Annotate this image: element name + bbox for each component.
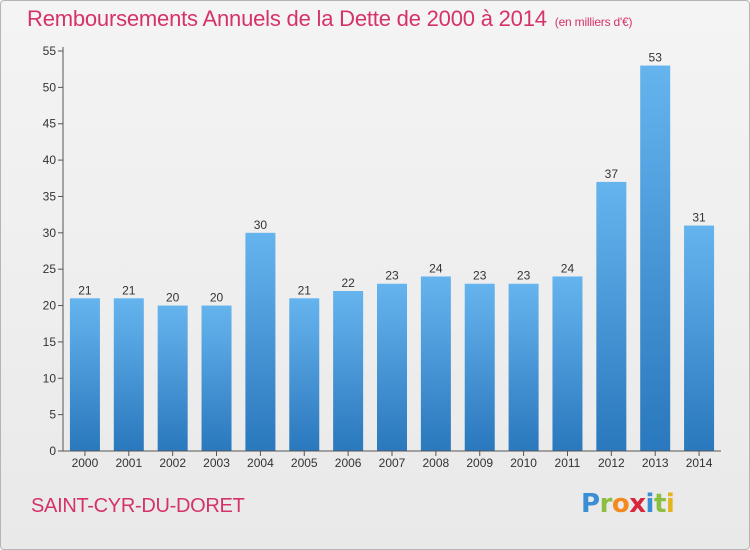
x-axis: 2000 2001 2002 2003 2004 2005 2006 2007 2008 2009… xyxy=(63,450,721,470)
y-tick-label: 35 xyxy=(43,189,57,203)
logo-letter: i xyxy=(645,489,655,519)
y-tick-label: 15 xyxy=(43,335,57,349)
bar-value-label: 21 xyxy=(122,283,136,297)
chart-title: Remboursements Annuels de la Dette de 20… xyxy=(27,6,633,32)
x-tick-label: 2008 xyxy=(423,456,450,470)
x-tick-label: 2003 xyxy=(203,456,230,470)
x-tick-label: 2010 xyxy=(510,456,537,470)
y-tick-label: 5 xyxy=(49,408,56,422)
bar-value-label: 53 xyxy=(649,51,663,65)
bar-value-label: 23 xyxy=(385,269,399,283)
bar-2014 xyxy=(684,225,715,451)
bar-value-label: 24 xyxy=(429,261,443,275)
y-tick-label: 55 xyxy=(43,44,57,58)
logo-letter: P xyxy=(581,489,600,519)
logo-letter: o xyxy=(611,489,630,519)
proxiti-logo: Proxiti xyxy=(581,489,675,519)
y-tick-label: 25 xyxy=(43,262,57,276)
x-tick-label: 2000 xyxy=(72,456,99,470)
bar-value-label: 31 xyxy=(692,211,706,225)
bar-value-label: 23 xyxy=(473,269,487,283)
bar-2005 xyxy=(289,298,320,451)
bar-2006 xyxy=(333,291,364,451)
bar-2001 xyxy=(113,298,144,451)
x-tick-label: 2014 xyxy=(686,456,713,470)
bar-value-label: 20 xyxy=(210,291,224,305)
y-tick-label: 40 xyxy=(43,153,57,167)
bar-value-label: 23 xyxy=(517,269,531,283)
chart-subtitle: (en milliers d'€) xyxy=(554,15,633,29)
x-tick-label: 2007 xyxy=(379,456,406,470)
bar-value-label: 21 xyxy=(298,283,312,297)
bar-2011 xyxy=(552,276,583,451)
bar-value-label: 30 xyxy=(254,218,268,232)
logo-letter: t xyxy=(653,489,666,519)
y-tick-label: 50 xyxy=(43,80,57,94)
bar-2012 xyxy=(596,181,627,451)
x-tick-label: 2011 xyxy=(555,456,581,470)
logo-letter: r xyxy=(599,489,613,519)
bar-2009 xyxy=(464,283,495,451)
y-tick-label: 30 xyxy=(43,226,57,240)
bar-value-label: 21 xyxy=(78,283,92,297)
bar-2004 xyxy=(245,232,276,451)
x-tick-label: 2005 xyxy=(291,456,318,470)
bar-2007 xyxy=(377,283,407,451)
bar-2000 xyxy=(69,298,100,451)
y-tick-label: 10 xyxy=(43,371,57,385)
y-tick-label: 0 xyxy=(49,444,56,458)
bar-value-label: 22 xyxy=(341,276,355,290)
y-axis: 0 5 10 15 20 25 30 35 40 45 50 55 xyxy=(43,44,64,458)
logo-letter: i xyxy=(665,489,675,519)
x-tick-label: 2006 xyxy=(335,456,362,470)
chart-title-text: Remboursements Annuels de la Dette de 20… xyxy=(27,6,547,31)
x-tick-label: 2002 xyxy=(159,456,186,470)
x-tick-label: 2001 xyxy=(115,456,142,470)
bar-2003 xyxy=(201,305,232,451)
y-tick-label: 45 xyxy=(43,117,57,131)
commune-name: SAINT-CYR-DU-DORET xyxy=(31,495,245,517)
bar-value-label: 24 xyxy=(561,261,575,275)
x-tick-label: 2013 xyxy=(642,456,669,470)
bar-2002 xyxy=(157,305,188,451)
logo-letter: x xyxy=(629,489,646,519)
x-tick-label: 2004 xyxy=(247,456,274,470)
x-tick-label: 2012 xyxy=(598,456,625,470)
bars: 21 21 20 20 30 21 22 23 24 23 23 24 37 53 31 xyxy=(69,51,715,451)
bar-2008 xyxy=(420,276,451,451)
bar-value-label: 20 xyxy=(166,291,180,305)
bar-2013 xyxy=(640,65,671,451)
y-tick-label: 20 xyxy=(43,299,57,313)
bar-2010 xyxy=(508,283,539,451)
x-tick-label: 2009 xyxy=(466,456,493,470)
bar-value-label: 37 xyxy=(605,167,619,181)
